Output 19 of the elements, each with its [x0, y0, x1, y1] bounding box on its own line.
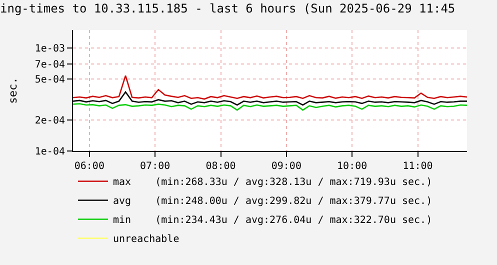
x-tick-label: 07:00 [140, 161, 170, 172]
legend-label: min (min:234.43u / avg:276.04u / max:322.70u sec.) [113, 215, 432, 226]
x-tick-label: 06:00 [74, 161, 104, 172]
y-tick-label: 1e-04 [34, 146, 65, 158]
y-tick-label: 2e-04 [34, 116, 65, 127]
x-tick-label: 09:00 [271, 161, 302, 172]
legend-label: avg (min:248.00u / avg:299.82u / max:379.77u sec.) [113, 196, 432, 208]
y-axis-title: sec. [6, 77, 20, 104]
y-tick-label: 1e-03 [34, 44, 65, 55]
legend-label: max (min:268.33u / avg:328.13u / max:719.93u sec.) [113, 177, 432, 188]
x-tick-label: 08:00 [206, 161, 236, 172]
legend-label: unreachable [113, 234, 180, 246]
x-tick-label: 10:00 [337, 161, 368, 172]
line-series [73, 75, 467, 100]
y-tick-label: 7e-04 [34, 60, 65, 71]
y-tick-label: 5e-04 [34, 74, 65, 86]
x-tick-label: 11:00 [402, 161, 433, 172]
chart-title: ing-times to 10.33.115.185 - last 6 hours (Sun 2025-06-29 11:45 [0, 1, 456, 16]
line-series [73, 103, 467, 111]
